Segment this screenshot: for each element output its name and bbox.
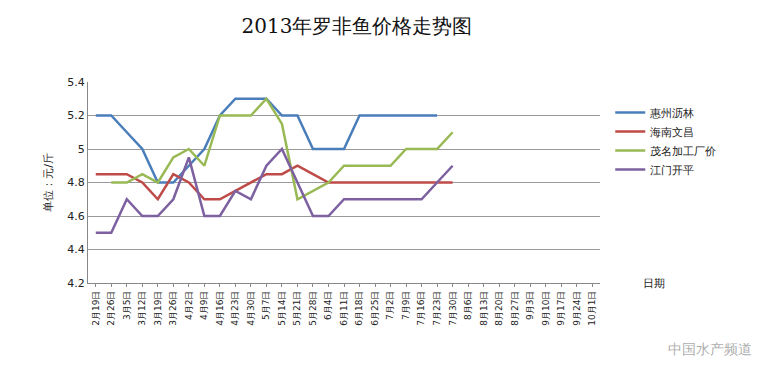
- svg-text:5月14日: 5月14日: [277, 291, 287, 326]
- svg-text:3月12日: 3月12日: [137, 291, 147, 326]
- svg-text:5.4: 5.4: [67, 76, 85, 89]
- svg-text:9月17日: 9月17日: [556, 291, 566, 326]
- svg-text:4.4: 4.4: [67, 243, 85, 256]
- svg-text:2013年罗非鱼价格走势图: 2013年罗非鱼价格走势图: [242, 14, 473, 38]
- svg-text:9月3日: 9月3日: [525, 291, 535, 320]
- svg-text:7月23日: 7月23日: [432, 291, 442, 326]
- svg-text:4月23日: 4月23日: [230, 291, 240, 326]
- svg-text:4月30日: 4月30日: [246, 291, 256, 326]
- svg-text:2月19日: 2月19日: [91, 291, 101, 326]
- svg-text:2月26日: 2月26日: [106, 291, 116, 326]
- svg-text:惠州沥林: 惠州沥林: [649, 107, 694, 120]
- svg-text:7月9日: 7月9日: [401, 291, 411, 320]
- svg-text:3月19日: 3月19日: [153, 291, 163, 326]
- svg-text:4.6: 4.6: [67, 210, 85, 223]
- svg-text:4.8: 4.8: [67, 176, 85, 189]
- svg-text:3月26日: 3月26日: [168, 291, 178, 326]
- svg-text:9月24日: 9月24日: [572, 291, 582, 326]
- svg-text:7月2日: 7月2日: [385, 291, 395, 320]
- svg-text:6月25日: 6月25日: [370, 291, 380, 326]
- svg-text:5月28日: 5月28日: [308, 291, 318, 326]
- svg-text:8月20日: 8月20日: [494, 291, 504, 326]
- svg-text:8月6日: 8月6日: [463, 291, 473, 320]
- svg-text:5月21日: 5月21日: [292, 291, 302, 326]
- svg-text:中国水产频道: 中国水产频道: [668, 341, 752, 357]
- svg-text:9月10日: 9月10日: [541, 291, 551, 326]
- svg-text:江门开平: 江门开平: [650, 164, 694, 177]
- svg-text:6月11日: 6月11日: [339, 291, 349, 326]
- svg-text:5: 5: [78, 143, 85, 156]
- svg-text:单位：元/斤: 单位：元/斤: [42, 153, 55, 212]
- svg-text:6月18日: 6月18日: [354, 291, 364, 326]
- svg-text:8月13日: 8月13日: [479, 291, 489, 326]
- svg-text:6月4日: 6月4日: [323, 291, 333, 320]
- svg-text:5.2: 5.2: [67, 109, 85, 122]
- svg-text:4月2日: 4月2日: [184, 291, 194, 320]
- svg-text:10月1日: 10月1日: [587, 291, 597, 326]
- svg-text:7月16日: 7月16日: [417, 291, 427, 326]
- svg-text:3月5日: 3月5日: [122, 291, 132, 320]
- svg-text:海南文昌: 海南文昌: [650, 126, 694, 139]
- svg-text:4.2: 4.2: [67, 277, 85, 290]
- svg-text:日期: 日期: [643, 277, 665, 290]
- svg-text:4月16日: 4月16日: [215, 291, 225, 326]
- svg-text:7月30日: 7月30日: [448, 291, 458, 326]
- svg-text:8月27日: 8月27日: [510, 291, 520, 326]
- svg-text:5月7日: 5月7日: [261, 291, 271, 320]
- svg-text:茂名加工厂价: 茂名加工厂价: [650, 145, 716, 158]
- svg-text:4月9日: 4月9日: [199, 291, 209, 320]
